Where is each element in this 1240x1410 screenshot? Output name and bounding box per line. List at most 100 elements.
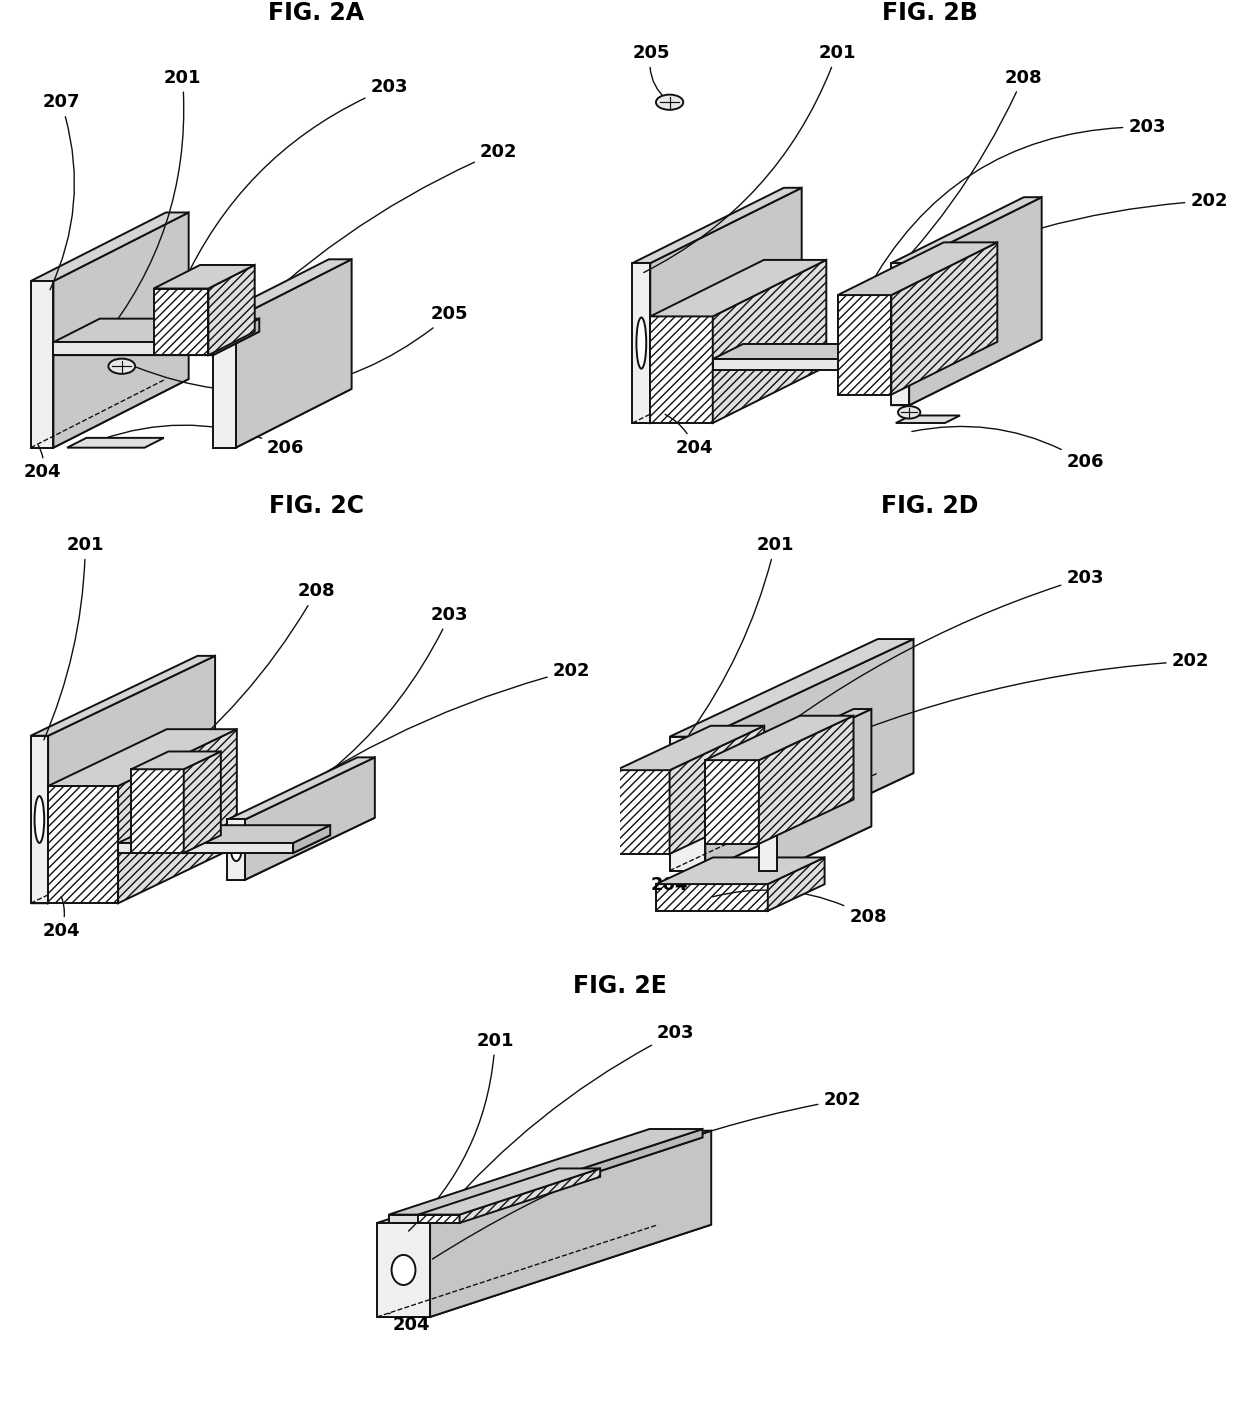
Polygon shape bbox=[53, 213, 188, 448]
Text: 204: 204 bbox=[24, 446, 62, 481]
Ellipse shape bbox=[392, 1255, 415, 1285]
Polygon shape bbox=[895, 416, 960, 423]
Text: 202: 202 bbox=[770, 653, 1209, 768]
Polygon shape bbox=[31, 736, 48, 904]
Polygon shape bbox=[847, 344, 877, 369]
Polygon shape bbox=[118, 835, 330, 853]
Polygon shape bbox=[236, 259, 352, 448]
Polygon shape bbox=[389, 1138, 703, 1222]
Polygon shape bbox=[31, 656, 215, 736]
Polygon shape bbox=[892, 340, 1042, 405]
Polygon shape bbox=[377, 1225, 712, 1317]
Text: 203: 203 bbox=[866, 118, 1166, 293]
Polygon shape bbox=[759, 753, 776, 870]
Polygon shape bbox=[892, 197, 1042, 264]
Polygon shape bbox=[650, 316, 713, 423]
Polygon shape bbox=[53, 331, 259, 355]
Text: 205: 205 bbox=[632, 44, 670, 100]
Polygon shape bbox=[227, 757, 374, 819]
Polygon shape bbox=[246, 757, 374, 880]
Polygon shape bbox=[892, 243, 997, 395]
Ellipse shape bbox=[898, 406, 920, 419]
Polygon shape bbox=[632, 264, 650, 423]
Polygon shape bbox=[213, 319, 236, 448]
Polygon shape bbox=[713, 259, 826, 423]
Polygon shape bbox=[441, 1129, 703, 1222]
Polygon shape bbox=[31, 281, 53, 448]
Text: 206: 206 bbox=[102, 424, 305, 457]
Text: 202: 202 bbox=[228, 142, 517, 334]
Polygon shape bbox=[616, 726, 764, 770]
Polygon shape bbox=[131, 770, 184, 853]
Polygon shape bbox=[838, 243, 997, 295]
Polygon shape bbox=[713, 360, 847, 369]
Text: 205: 205 bbox=[136, 306, 469, 391]
Text: 203: 203 bbox=[444, 1024, 694, 1213]
Polygon shape bbox=[53, 319, 259, 343]
Polygon shape bbox=[118, 825, 330, 843]
Polygon shape bbox=[759, 716, 853, 843]
Title: FIG. 2E: FIG. 2E bbox=[573, 974, 667, 998]
Polygon shape bbox=[706, 760, 759, 843]
Polygon shape bbox=[656, 884, 768, 911]
Polygon shape bbox=[213, 319, 259, 355]
Text: 201: 201 bbox=[689, 536, 794, 735]
Polygon shape bbox=[389, 1129, 703, 1214]
Polygon shape bbox=[776, 709, 872, 870]
Polygon shape bbox=[118, 843, 293, 853]
Text: 202: 202 bbox=[903, 192, 1228, 279]
Ellipse shape bbox=[231, 838, 242, 862]
Polygon shape bbox=[670, 726, 764, 854]
Text: 208: 208 bbox=[160, 582, 335, 774]
Polygon shape bbox=[118, 729, 237, 904]
Text: 208: 208 bbox=[713, 890, 887, 926]
Polygon shape bbox=[632, 348, 802, 423]
Text: 204: 204 bbox=[651, 870, 688, 894]
Polygon shape bbox=[670, 773, 914, 870]
Ellipse shape bbox=[108, 358, 135, 374]
Polygon shape bbox=[460, 1169, 600, 1222]
Text: 207: 207 bbox=[42, 93, 79, 289]
Polygon shape bbox=[377, 1131, 712, 1222]
Text: 206: 206 bbox=[911, 426, 1104, 471]
Polygon shape bbox=[650, 259, 826, 316]
Ellipse shape bbox=[35, 797, 45, 843]
Text: 201: 201 bbox=[43, 536, 104, 740]
Polygon shape bbox=[154, 289, 208, 355]
Text: 201: 201 bbox=[408, 1032, 513, 1231]
Ellipse shape bbox=[636, 317, 646, 368]
Polygon shape bbox=[31, 379, 188, 448]
Polygon shape bbox=[838, 295, 892, 395]
Polygon shape bbox=[909, 197, 1042, 405]
Text: 202: 202 bbox=[243, 661, 590, 828]
Polygon shape bbox=[293, 825, 330, 853]
Text: 204: 204 bbox=[42, 897, 79, 940]
Polygon shape bbox=[53, 343, 213, 355]
Polygon shape bbox=[768, 857, 825, 911]
Title: FIG. 2A: FIG. 2A bbox=[268, 1, 365, 25]
Polygon shape bbox=[227, 819, 246, 880]
Polygon shape bbox=[706, 716, 853, 760]
Polygon shape bbox=[670, 736, 706, 870]
Polygon shape bbox=[67, 439, 164, 448]
Text: 208: 208 bbox=[867, 69, 1042, 300]
Title: FIG. 2C: FIG. 2C bbox=[269, 495, 363, 519]
Polygon shape bbox=[227, 818, 374, 880]
Text: 202: 202 bbox=[433, 1091, 861, 1259]
Polygon shape bbox=[213, 259, 352, 319]
Polygon shape bbox=[759, 826, 872, 870]
Polygon shape bbox=[418, 1214, 460, 1222]
Text: 203: 203 bbox=[182, 79, 408, 286]
Polygon shape bbox=[632, 188, 802, 264]
Polygon shape bbox=[48, 656, 215, 904]
Text: 203: 203 bbox=[208, 606, 469, 842]
Ellipse shape bbox=[656, 94, 683, 110]
Polygon shape bbox=[48, 785, 118, 904]
Ellipse shape bbox=[677, 784, 697, 823]
Text: 204: 204 bbox=[665, 415, 713, 457]
Polygon shape bbox=[389, 1214, 441, 1222]
Polygon shape bbox=[31, 823, 215, 904]
Polygon shape bbox=[670, 639, 914, 736]
Polygon shape bbox=[213, 389, 352, 448]
Polygon shape bbox=[131, 752, 221, 770]
